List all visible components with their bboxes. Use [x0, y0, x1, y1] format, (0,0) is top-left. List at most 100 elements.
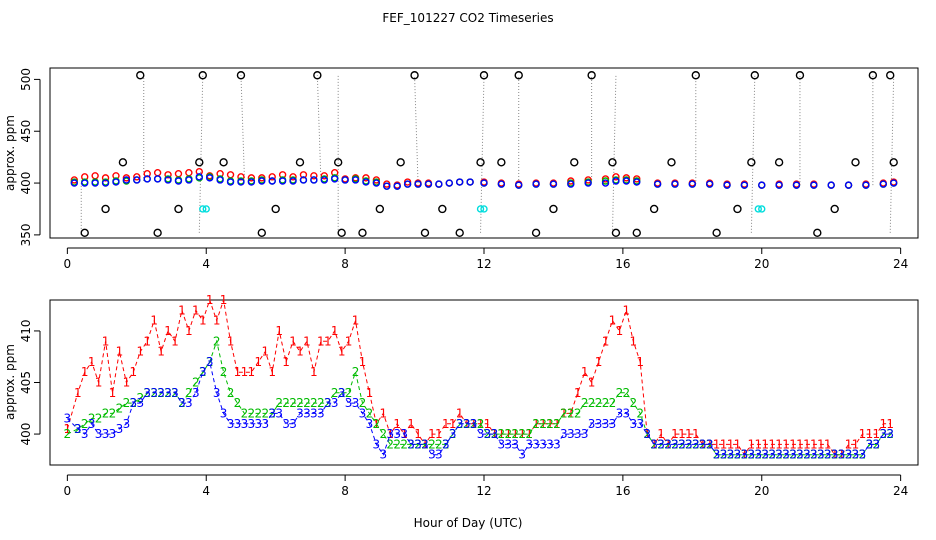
series-3-marker: 3 [574, 427, 582, 441]
spike-line [198, 75, 204, 233]
series-3-point [174, 204, 183, 214]
series-2-point [320, 176, 328, 184]
series-2-marker: 2 [345, 386, 353, 400]
series-3-marker: 3 [491, 427, 499, 441]
x-axis-label: Hour of Day (UTC) [414, 516, 523, 530]
series-3-marker: 3 [768, 448, 776, 462]
series-2-marker: 2 [553, 417, 561, 431]
series-2-marker: 2 [241, 406, 249, 420]
series-3-point [476, 158, 485, 167]
series-3-point [889, 158, 898, 167]
series-1-marker: 1 [213, 314, 221, 328]
series-1-marker: 1 [324, 334, 332, 348]
series-3-marker: 3 [393, 427, 401, 441]
bottom-y-tick-label: 410 [19, 319, 33, 342]
series-3-point [257, 228, 266, 238]
series-3-marker: 3 [699, 437, 707, 451]
top-x-tick-label: 4 [202, 257, 210, 271]
series-2-marker: 2 [623, 386, 631, 400]
series-3-marker: 3 [164, 386, 172, 400]
series-2-marker: 2 [407, 437, 415, 451]
series-3-point [813, 228, 822, 238]
series-1-marker: 1 [810, 437, 818, 451]
series-2-point [91, 179, 99, 187]
series-3-marker: 3 [824, 448, 832, 462]
series-2-marker: 2 [546, 417, 554, 431]
series-3-marker: 3 [275, 406, 283, 420]
series-1-marker: 1 [150, 314, 158, 328]
series-2-point [584, 179, 592, 187]
series-2-marker: 2 [254, 406, 262, 420]
series-3-marker: 3 [400, 427, 408, 441]
series-2-marker: 2 [220, 365, 228, 379]
series-2-marker: 2 [102, 406, 110, 420]
series-3-point [375, 204, 385, 214]
series-1-marker: 1 [498, 427, 506, 441]
series-2-marker: 2 [282, 396, 290, 410]
series-0-point [320, 172, 328, 180]
series-3-point [747, 158, 756, 167]
series-2-marker: 2 [352, 365, 360, 379]
series-4-point [480, 205, 488, 213]
series-2-marker: 2 [588, 396, 596, 410]
bottom-x-tick-label: 20 [754, 484, 769, 498]
series-2-marker: 2 [379, 427, 387, 441]
series-3-point [136, 71, 145, 80]
series-1-marker: 1 [81, 365, 89, 379]
series-1-marker: 1 [491, 427, 499, 441]
bottom-x-tick-label: 8 [341, 484, 349, 498]
series-2-marker: 2 [359, 396, 367, 410]
series-1-marker: 1 [136, 345, 144, 359]
series-3-point [479, 71, 489, 80]
series-2-point [372, 179, 381, 187]
series-0-point [268, 173, 276, 181]
series-1-marker: 1 [796, 437, 804, 451]
series-2-point [383, 182, 391, 190]
series-1-marker: 1 [692, 427, 700, 441]
series-3-marker: 3 [817, 448, 825, 462]
series-2-point [792, 181, 801, 189]
series-1-marker: 1 [234, 365, 242, 379]
series-1-marker: 1 [873, 427, 881, 441]
series-1-marker: 1 [143, 334, 151, 348]
series-1-marker: 1 [775, 437, 783, 451]
top-x-tick-label: 0 [64, 257, 72, 271]
bottom-x-tick-label: 4 [202, 484, 210, 498]
series-2-point [612, 177, 620, 185]
series-3-marker: 3 [498, 437, 506, 451]
series-2-marker: 2 [64, 427, 72, 441]
series-1-marker: 1 [227, 334, 235, 348]
series-3-marker: 3 [254, 417, 262, 431]
top-x-tick-label: 20 [754, 257, 769, 271]
series-0-point [226, 171, 235, 179]
series-3-marker: 3 [116, 422, 124, 436]
series-2-marker: 2 [664, 437, 672, 451]
series-2-point [622, 177, 631, 185]
series-2-point [133, 176, 141, 184]
series-2-point [195, 173, 203, 181]
series-2-marker: 2 [671, 437, 679, 451]
series-2-marker: 2 [421, 437, 429, 451]
series-2-point [688, 180, 697, 188]
series-3-point [295, 158, 305, 167]
series-1-marker: 1 [456, 406, 464, 420]
series-3-line [67, 360, 891, 456]
series-3-point [198, 71, 207, 80]
series-1-marker: 1 [123, 376, 131, 390]
series-3-point [570, 158, 579, 167]
series-0-point [289, 173, 297, 181]
series-0-point [133, 173, 141, 181]
series-1-marker: 1 [317, 334, 325, 348]
series-3-marker: 3 [511, 437, 519, 451]
series-2-marker: 2 [414, 437, 422, 451]
series-3-marker: 3 [518, 448, 526, 462]
series-2-point [289, 177, 297, 185]
series-3-marker: 3 [74, 422, 82, 436]
bottom-x-tick-label: 12 [476, 484, 491, 498]
series-3-marker: 3 [310, 406, 318, 420]
series-2-marker: 2 [685, 437, 693, 451]
series-3-marker: 3 [95, 427, 103, 441]
series-1-marker: 1 [185, 324, 193, 338]
